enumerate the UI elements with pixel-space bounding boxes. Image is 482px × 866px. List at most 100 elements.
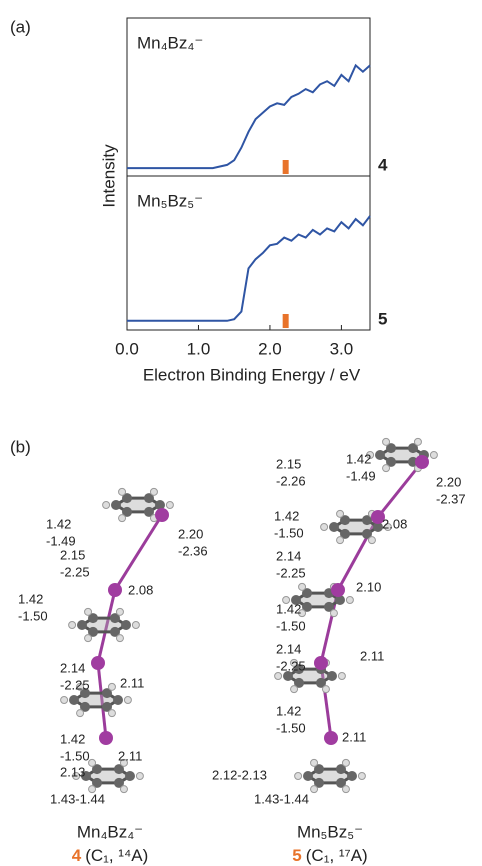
bond-length-label: 2.14: [276, 548, 301, 563]
hydrogen-atom: [346, 597, 353, 604]
hydrogen-atom: [383, 438, 390, 445]
bond-length-label: 2.11: [342, 729, 366, 744]
hydrogen-atom: [414, 438, 421, 445]
mn-atom: [108, 583, 122, 597]
bond-length-label: -1.50: [18, 608, 48, 623]
structure-formula: Mn₄Bz₄⁻: [77, 822, 143, 841]
bond-length-label: -2.26: [276, 473, 306, 488]
vde-marker: [283, 160, 289, 174]
hydrogen-atom: [119, 488, 126, 495]
bond-length-label: 2.10: [356, 579, 381, 594]
hydrogen-atom: [108, 683, 115, 690]
hydrogen-atom: [295, 773, 302, 780]
panel-label: (b): [10, 437, 31, 456]
carbon-atom: [111, 500, 121, 510]
hydrogen-atom: [150, 488, 157, 495]
x-axis-label: Electron Binding Energy / eV: [143, 365, 361, 384]
x-tick-label: 3.0: [330, 339, 354, 358]
hydrogen-atom: [124, 697, 131, 704]
bond-length-label: -1.50: [274, 525, 304, 540]
structure-number: 4: [72, 846, 82, 865]
bond-length-label: -2.37: [436, 491, 466, 506]
hydrogen-atom: [69, 622, 76, 629]
hydrogen-atom: [368, 537, 375, 544]
carbon-atom: [125, 771, 135, 781]
bond-length-label: -1.50: [276, 618, 306, 633]
bond-length-label: 1.42: [276, 601, 301, 616]
structure-caption: 4(C₁, ¹⁴A): [72, 846, 149, 865]
x-tick-label: 2.0: [258, 339, 282, 358]
plot-title: Mn₄Bz₄⁻: [137, 33, 203, 52]
x-tick-label: 1.0: [187, 339, 211, 358]
bond-length-label: -2.25: [276, 565, 306, 580]
carbon-atom: [329, 522, 339, 532]
bond-length-label: 2.12-2.13: [212, 767, 267, 782]
hydrogen-atom: [119, 515, 126, 522]
mn-atom: [155, 508, 169, 522]
hydrogen-atom: [136, 773, 143, 780]
bond-length-label: -1.49: [346, 468, 376, 483]
bond: [115, 515, 162, 590]
hydrogen-atom: [342, 759, 349, 766]
carbon-atom: [303, 771, 313, 781]
structure-number: 5: [292, 846, 301, 865]
bond-length-label: -2.25: [276, 658, 306, 673]
x-tick-label: 0.0: [115, 339, 139, 358]
bond-length-label: 1.42: [276, 703, 301, 718]
bond-length-label: 2.14: [60, 660, 85, 675]
hydrogen-atom: [166, 502, 173, 509]
plot-title: Mn₅Bz₅⁻: [137, 191, 203, 210]
bond-length-label: -2.36: [178, 543, 208, 558]
hydrogen-atom: [342, 786, 349, 793]
hydrogen-atom: [85, 608, 92, 615]
hydrogen-atom: [77, 710, 84, 717]
y-axis-label: Intensity: [99, 144, 118, 208]
bond-length-label: 1.42: [60, 731, 85, 746]
carbon-atom: [375, 450, 385, 460]
hydrogen-atom: [430, 452, 437, 459]
carbon-atom: [77, 620, 87, 630]
hydrogen-atom: [330, 610, 337, 617]
hydrogen-atom: [291, 686, 298, 693]
mn-atom: [331, 583, 345, 597]
structure-state: (C₁, ¹⁷A): [306, 846, 368, 865]
bond-length-label: 2.15: [276, 456, 301, 471]
panel-label: (a): [10, 17, 31, 36]
hydrogen-atom: [275, 673, 282, 680]
spectrum-line: [127, 216, 370, 321]
hydrogen-atom: [108, 710, 115, 717]
bond-length-label: 2.11: [120, 675, 144, 690]
bond-length-label: -1.50: [60, 748, 90, 763]
hydrogen-atom: [132, 622, 139, 629]
bond-length-label: -2.25: [60, 564, 90, 579]
structure-formula: Mn₅Bz₅⁻: [297, 822, 363, 841]
hydrogen-atom: [120, 786, 127, 793]
bond-length-label: -2.25: [60, 677, 90, 692]
bond-length-label: -1.49: [46, 533, 76, 548]
spectrum-line: [127, 65, 370, 168]
bond-length-label: 2.08: [382, 516, 407, 531]
figure: (a) (b) Mn₄Bz₄⁻ 4 Intensity Mn₅Bz₅⁻ 5 0.0 1.0 2…: [0, 0, 482, 866]
hydrogen-atom: [383, 465, 390, 472]
hydrogen-atom: [85, 635, 92, 642]
vde-marker: [283, 314, 289, 328]
bond-length-label: 2.13: [60, 764, 85, 779]
bond-length-label: 2.08: [128, 582, 153, 597]
carbon-atom: [347, 771, 357, 781]
bond-length-label: 1.42: [18, 591, 43, 606]
bond-length-label: 2.20: [178, 526, 203, 541]
bond-length-label: 2.11: [118, 748, 142, 763]
carbon-atom: [69, 695, 79, 705]
carbon-atom: [113, 695, 123, 705]
bond-length-label: 2.15: [60, 547, 85, 562]
series-label: 4: [378, 155, 388, 174]
hydrogen-atom: [103, 502, 110, 509]
hydrogen-atom: [337, 537, 344, 544]
structure-state: (C₁, ¹⁴A): [85, 846, 148, 865]
hydrogen-atom: [311, 759, 318, 766]
molecule: [61, 488, 174, 792]
hydrogen-atom: [299, 583, 306, 590]
mn-atom: [99, 731, 113, 745]
hydrogen-atom: [358, 773, 365, 780]
mn-atom: [91, 656, 105, 670]
